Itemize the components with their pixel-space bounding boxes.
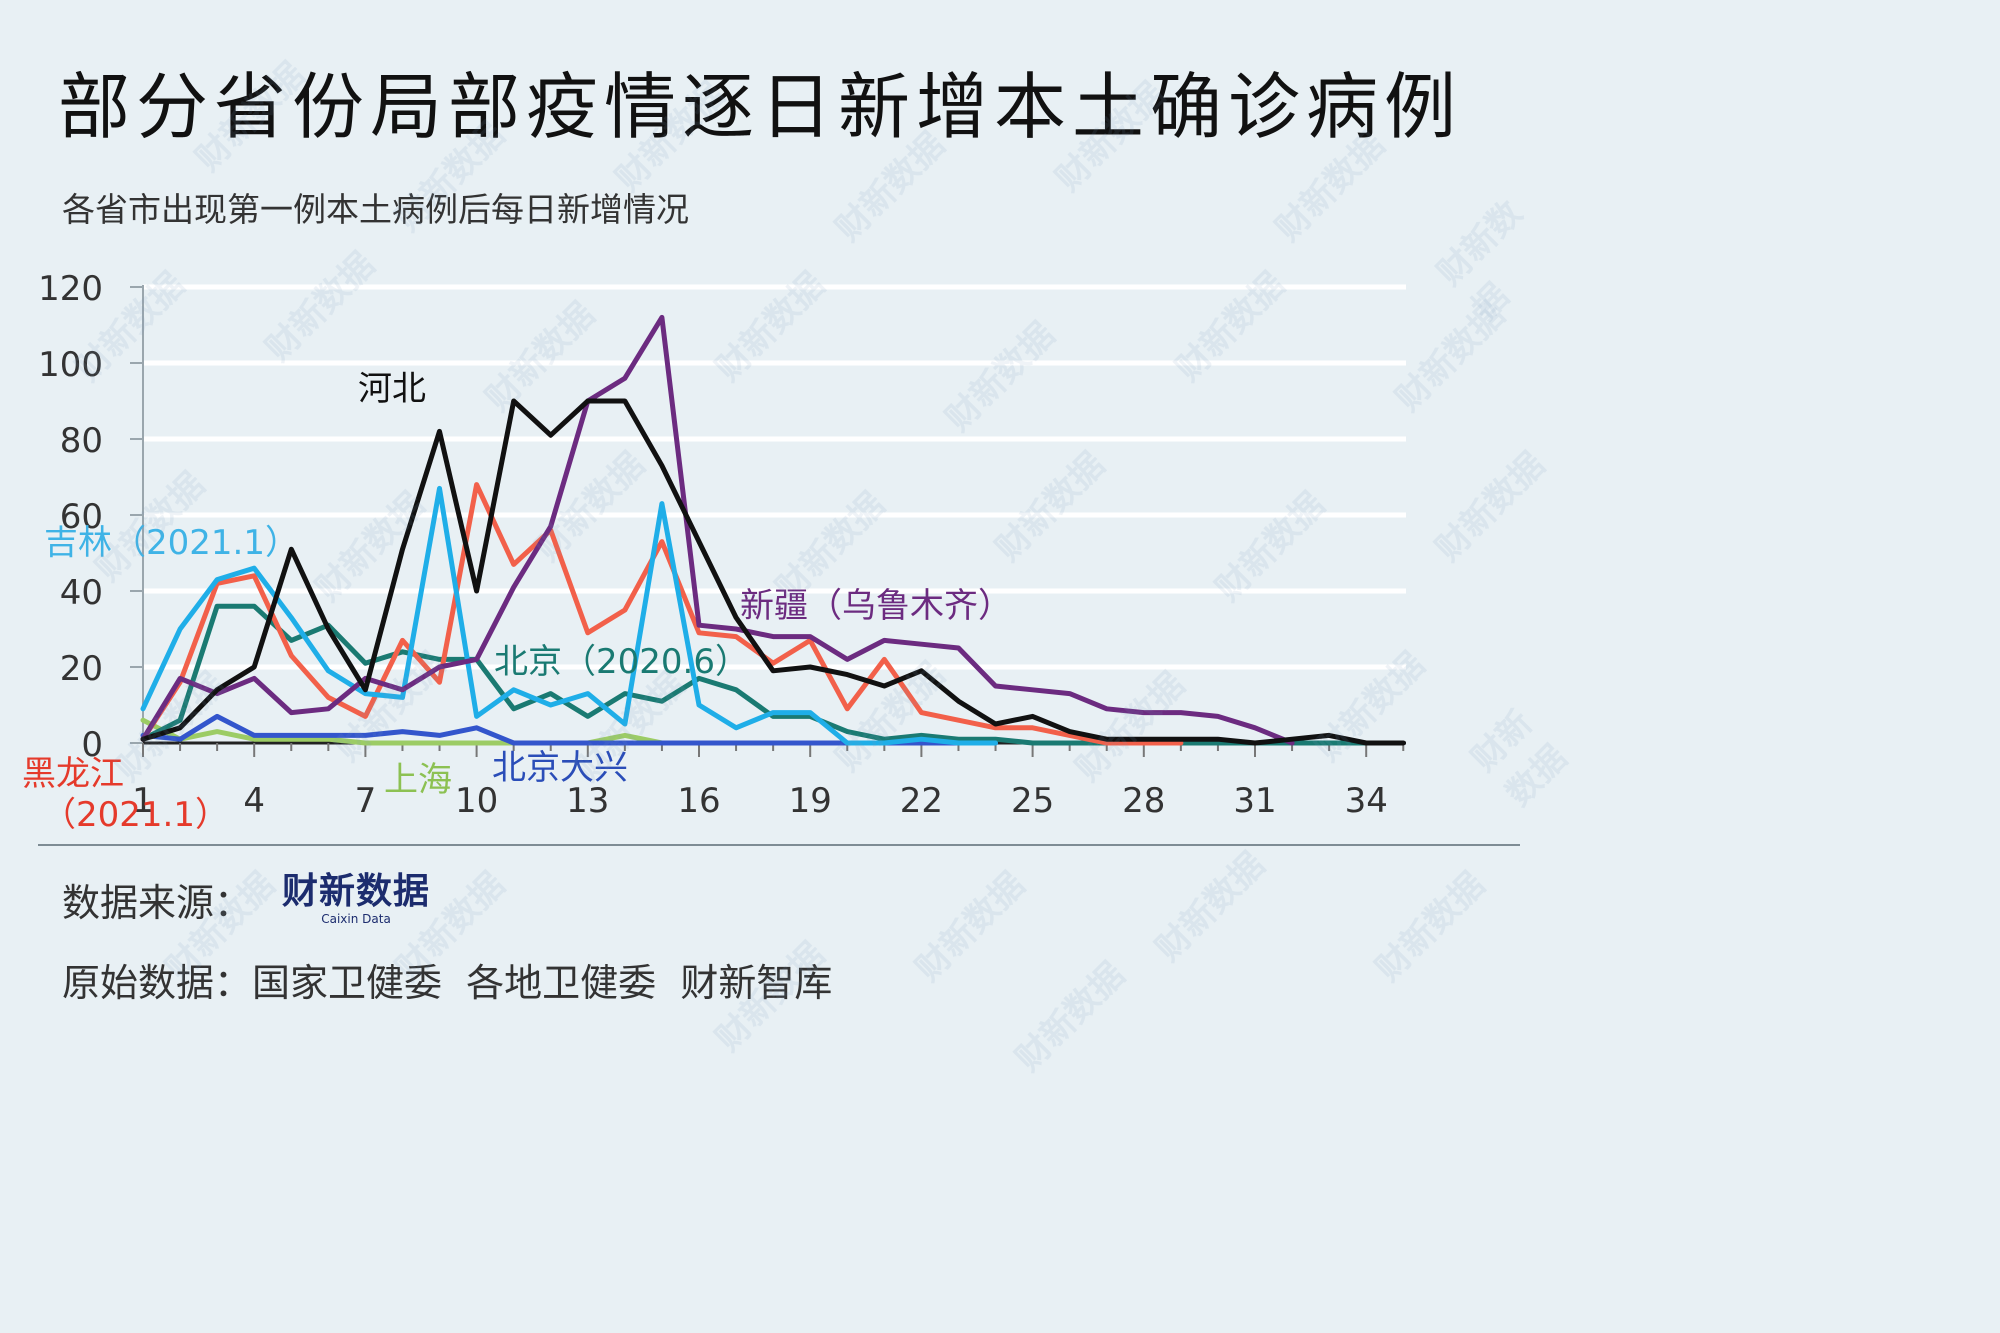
y-tick-label: 60	[60, 497, 103, 537]
x-tick-label: 28	[1122, 781, 1165, 821]
raw-data-sources: 国家卫健委 各地卫健委 财新智库	[252, 961, 833, 1005]
x-tick-label: 1	[132, 781, 154, 821]
series-label: 吉林（2021.1）	[44, 523, 299, 563]
x-tick-label: 22	[900, 781, 943, 821]
footer-divider	[38, 844, 1520, 846]
logo-main-text: 财新数据	[282, 871, 431, 912]
caixin-data-logo: 财新数据 Caixin Data	[282, 871, 431, 926]
series-label: 北京（2020.6）	[494, 642, 749, 682]
series-line	[140, 485, 998, 746]
series-line	[140, 398, 1406, 746]
chart-title: 部分省份局部疫情逐日新增本土确诊病例	[58, 65, 1463, 149]
y-tick-label: 80	[60, 421, 103, 461]
x-tick-label: 25	[1011, 781, 1054, 821]
source-row: 数据来源： 财新数据 Caixin Data	[62, 872, 430, 927]
raw-data-row: 原始数据：国家卫健委 各地卫健委 财新智库	[62, 952, 832, 1007]
series-label: 黑龙江	[22, 754, 124, 794]
x-tick-label: 19	[789, 781, 832, 821]
x-tick-label: 10	[455, 781, 498, 821]
series-label: （2021.1）	[42, 795, 229, 835]
series-label: 河北	[358, 369, 426, 409]
x-tick-label: 7	[355, 781, 377, 821]
y-tick-label: 40	[60, 573, 103, 613]
raw-data-label: 原始数据：	[62, 961, 253, 1005]
x-tick-label: 34	[1345, 781, 1388, 821]
series-line	[140, 717, 702, 746]
series-label: 新疆（乌鲁木齐）	[740, 586, 1012, 626]
x-tick-label: 31	[1233, 781, 1276, 821]
source-label: 数据来源：	[62, 881, 253, 925]
x-tick-label: 4	[243, 781, 265, 821]
y-tick-label: 100	[38, 345, 103, 385]
series-line	[140, 482, 1184, 746]
series-line	[140, 314, 1295, 746]
y-tick-label: 0	[81, 725, 103, 765]
logo-sub-text: Caixin Data	[321, 912, 391, 926]
y-tick-label: 120	[38, 269, 103, 309]
series-label: 上海	[384, 760, 452, 800]
x-tick-label: 13	[566, 781, 609, 821]
x-tick-label: 16	[677, 781, 720, 821]
series-label: 北京大兴	[492, 748, 628, 788]
chart-subtitle: 各省市出现第一例本土病例后每日新增情况	[62, 190, 689, 229]
y-tick-label: 20	[60, 649, 103, 689]
